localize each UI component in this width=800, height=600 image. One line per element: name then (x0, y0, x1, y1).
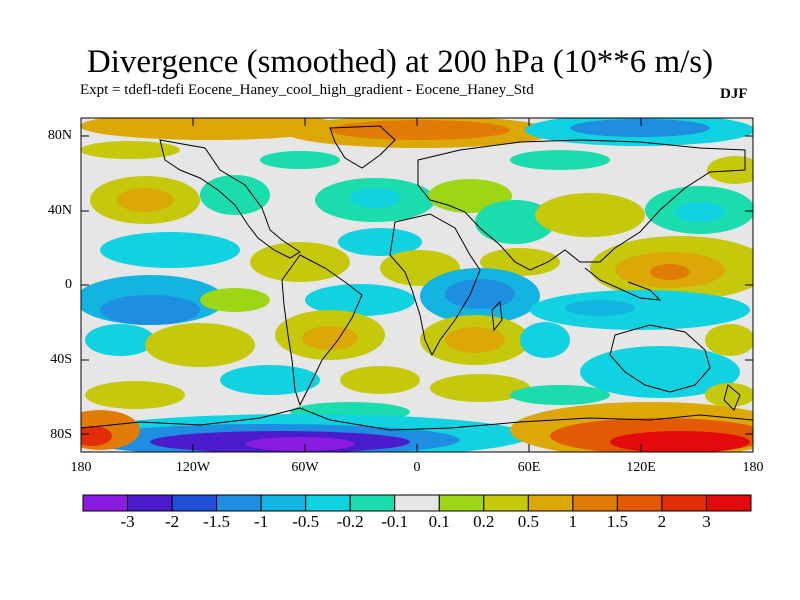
field-patch (510, 150, 610, 170)
field-patch (340, 366, 420, 394)
field-patch (245, 437, 355, 451)
colorbar-swatch (527, 494, 574, 512)
colorbar (82, 494, 752, 512)
colorbar-swatch (438, 494, 485, 512)
colorbar-swatch (127, 494, 173, 512)
lon-label-180e: 180 (742, 460, 764, 475)
coastline-australia (609, 324, 711, 393)
colorbar-label: -0.1 (381, 512, 409, 531)
field-patch (350, 188, 400, 208)
coastline-antarctica (81, 407, 753, 431)
coastline-south-america (281, 254, 363, 407)
field-patch (100, 295, 200, 325)
axis-ticks (81, 118, 753, 452)
field-patch (580, 346, 740, 398)
field-patch (650, 264, 690, 280)
colorbar-swatch (661, 494, 707, 512)
field-patch (565, 300, 635, 316)
divergence-field (81, 118, 753, 452)
colorbar-swatch (483, 494, 529, 512)
colorbar-swatch (572, 494, 618, 512)
field-patch (200, 288, 270, 312)
coastline-africa (389, 213, 481, 357)
field-patch (430, 374, 530, 402)
field-patch (330, 120, 510, 140)
colorbar-label: 2 (657, 512, 667, 531)
colorbar-label: -2 (164, 512, 180, 531)
colorbar-label: -3 (120, 512, 135, 531)
colorbar-swatch (616, 494, 663, 512)
field-patch (475, 200, 555, 244)
colorbar-label: 0.1 (428, 512, 450, 531)
field-patch (81, 141, 180, 159)
colorbar-swatch (305, 494, 351, 512)
field-patch (220, 365, 320, 395)
coastline-north-america (159, 139, 301, 259)
field-patch (530, 290, 750, 330)
lon-label-120e: 120E (626, 460, 656, 475)
colorbar-swatch (260, 494, 307, 512)
colorbar-swatch (705, 494, 752, 512)
colorbar-swatch (349, 494, 396, 512)
field-patch (535, 193, 645, 237)
lat-label-80n: 80N (47, 128, 72, 143)
field-patch (85, 324, 155, 356)
chart-title: Divergence (smoothed) at 200 hPa (10**6 … (86, 44, 714, 80)
lon-label-60e: 60E (517, 460, 541, 475)
lon-label-180w: 180 (70, 460, 92, 475)
coastline-eurasia (417, 139, 746, 271)
colorbar-label: -1.5 (203, 512, 231, 531)
coastline-madagascar (491, 300, 503, 332)
colorbar-label: 0.2 (473, 512, 495, 531)
field-patch (85, 381, 185, 409)
colorbar-swatch (171, 494, 218, 512)
lon-label-0: 0 (413, 460, 421, 475)
field-patch (338, 228, 422, 256)
field-patch (480, 248, 560, 276)
field-patch (510, 385, 610, 405)
field-patch (117, 188, 173, 212)
field-patch (200, 175, 270, 215)
field-patch (250, 242, 350, 282)
season-label: DJF (720, 86, 748, 102)
field-patch (260, 151, 340, 169)
field-patch (705, 383, 753, 407)
coastline-new-zealand (723, 384, 741, 411)
field-patch (81, 426, 112, 446)
lon-label-60w: 60W (291, 460, 319, 475)
colorbar-swatch (82, 494, 129, 512)
colorbar-label: 0.5 (517, 512, 539, 531)
field-patch (707, 156, 753, 184)
lon-label-120w: 120W (175, 460, 211, 475)
coastlines (81, 125, 753, 431)
field-patch (81, 118, 340, 140)
field-patch (610, 431, 750, 452)
field-patch (705, 324, 753, 356)
colorbar-label: -1 (254, 512, 269, 531)
field-patch (570, 119, 710, 137)
field-patch (100, 232, 240, 268)
colorbar-label: -0.5 (292, 512, 320, 531)
experiment-subtitle: Expt = tdefl-tdefi Eocene_Haney_cool_hig… (80, 82, 534, 98)
colorbar-label: 1 (568, 512, 578, 531)
field-patch (445, 327, 505, 353)
field-patch (445, 279, 515, 309)
colorbar-swatch (216, 494, 262, 512)
field-patch (520, 322, 570, 358)
field-patch (302, 326, 358, 350)
colorbar-label: 1.5 (606, 512, 629, 531)
coastline-greenland (329, 125, 396, 169)
colorbar-label: 3 (702, 512, 711, 531)
coastline-southeast-asia (584, 267, 662, 301)
field-patch (675, 202, 725, 222)
colorbar-label: -0.2 (336, 512, 364, 531)
lat-label-40s: 40S (50, 352, 72, 367)
field-patch (145, 323, 255, 367)
colorbar-swatch (394, 494, 440, 512)
lat-label-0: 0 (65, 277, 72, 292)
lat-label-40n: 40N (47, 203, 72, 218)
lat-label-80s: 80S (50, 427, 72, 442)
